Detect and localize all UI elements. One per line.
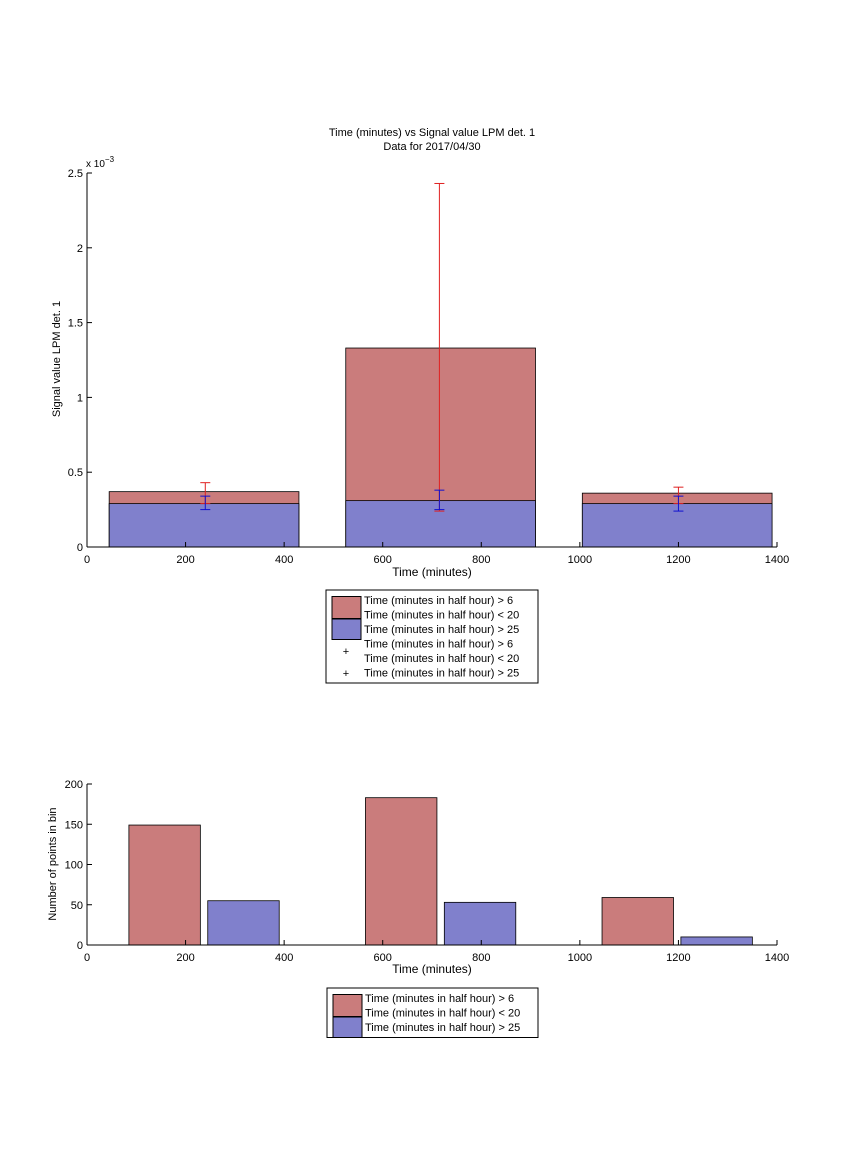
chart2-x-tick-label: 1200 <box>666 952 690 964</box>
chart2-bar-blue <box>680 936 753 946</box>
chart2-x-tick-label: 0 <box>84 952 90 964</box>
chart2-bar-red <box>365 797 438 946</box>
chart1-legend-label: Time (minutes in half hour) < 20 <box>364 653 519 665</box>
chart1-bars <box>108 347 773 548</box>
chart1-bar-blue <box>345 500 536 548</box>
chart1-legend-swatch <box>331 618 362 640</box>
chart2-x-tick-label: 200 <box>176 952 194 964</box>
chart1-error-bar-red <box>434 182 445 512</box>
chart1-y-tick-label: 2 <box>77 243 83 255</box>
chart1-y-exponent: x 10−3 <box>86 155 115 170</box>
chart1-legend: Time (minutes in half hour) > 6 Time (min… <box>325 589 539 684</box>
chart1-title: Time (minutes) vs Signal value LPM det. … <box>329 127 535 139</box>
chart1-error-bar-blue <box>200 495 211 511</box>
chart2-bars <box>128 797 753 946</box>
chart1-x-tick-label: 200 <box>176 554 194 566</box>
chart1-legend-label: Time (minutes in half hour) > 25 <box>364 624 519 636</box>
chart1-legend-swatch <box>331 596 362 619</box>
chart2-axes: 0 200 400 600 800 1000 1200 1400 0 50 100 150 200 <box>65 779 790 964</box>
chart1-x-tick-label: 1200 <box>666 554 690 566</box>
chart1-y-tick-label: 2.5 <box>68 168 83 180</box>
chart1-legend-label: Time (minutes in half hour) < 20 <box>364 610 519 622</box>
chart2-xlabel: Time (minutes) <box>392 962 472 976</box>
chart1-error-bar-blue <box>673 495 684 512</box>
chart1-legend-label: Time (minutes in half hour) > 25 <box>364 668 519 680</box>
chart1-x-tick-label: 0 <box>84 554 90 566</box>
chart1-xlabel: Time (minutes) <box>392 565 472 579</box>
chart2-legend-label: Time (minutes in half hour) < 20 <box>365 1008 520 1020</box>
chart1-x-tick-label: 600 <box>374 554 392 566</box>
chart1-y-tick-label: 1 <box>77 392 83 404</box>
chart2-y-tick-label: 150 <box>65 819 83 831</box>
chart2-legend-label: Time (minutes in half hour) > 25 <box>365 1022 520 1034</box>
chart1-y-tick-label: 0.5 <box>68 467 83 479</box>
chart2-legend-swatch <box>332 994 363 1017</box>
chart1-bar-blue <box>581 503 773 548</box>
chart2-y-tick-label: 50 <box>71 900 83 912</box>
chart1-x-tick-label: 400 <box>275 554 293 566</box>
chart1-ylabel: Signal value LPM det. 1 <box>51 301 63 417</box>
chart1-y-tick-label: 1.5 <box>68 318 83 330</box>
chart1-legend-label: Time (minutes in half hour) > 6 <box>364 639 513 651</box>
chart1-legend-label: Time (minutes in half hour) > 6 <box>364 595 513 607</box>
chart2-ylabel: Number of points in bin <box>47 807 59 920</box>
chart2-bar-blue <box>207 900 280 946</box>
chart1-x-tick-label: 1000 <box>568 554 592 566</box>
chart2-x-tick-label: 800 <box>472 952 490 964</box>
chart1-axes: 0 200 400 600 800 1000 1200 1400 0 0.5 1 1.5 2 2.5 <box>68 168 790 566</box>
chart1-x-tick-label: 800 <box>472 554 490 566</box>
chart2-bar-blue <box>443 901 517 946</box>
chart1-legend-marker: + <box>343 646 349 658</box>
chart2-y-tick-label: 200 <box>65 779 83 791</box>
chart1-legend-marker: + <box>343 668 349 680</box>
chart1-subtitle: Data for 2017/04/30 <box>383 141 480 153</box>
chart1-bar-blue <box>108 503 300 548</box>
chart2-x-tick-label: 600 <box>374 952 392 964</box>
chart2-y-tick-label: 0 <box>77 940 83 952</box>
chart2-bar-red <box>128 824 201 946</box>
chart2-legend-swatch <box>332 1016 363 1038</box>
chart2-x-tick-label: 400 <box>275 952 293 964</box>
chart2-bar-red <box>601 897 674 946</box>
chart2-x-tick-label: 1400 <box>765 952 789 964</box>
chart1-error-bars <box>200 182 684 512</box>
chart2-y-tick-label: 100 <box>65 860 83 872</box>
chart2-legend-label: Time (minutes in half hour) > 6 <box>365 993 514 1005</box>
chart2-x-tick-label: 1000 <box>568 952 592 964</box>
chart1-error-bar-blue <box>434 489 445 511</box>
chart2-legend: Time (minutes in half hour) > 6 Time (min… <box>326 987 539 1038</box>
chart1-x-tick-label: 1400 <box>765 554 789 566</box>
chart1-y-tick-label: 0 <box>77 542 83 554</box>
